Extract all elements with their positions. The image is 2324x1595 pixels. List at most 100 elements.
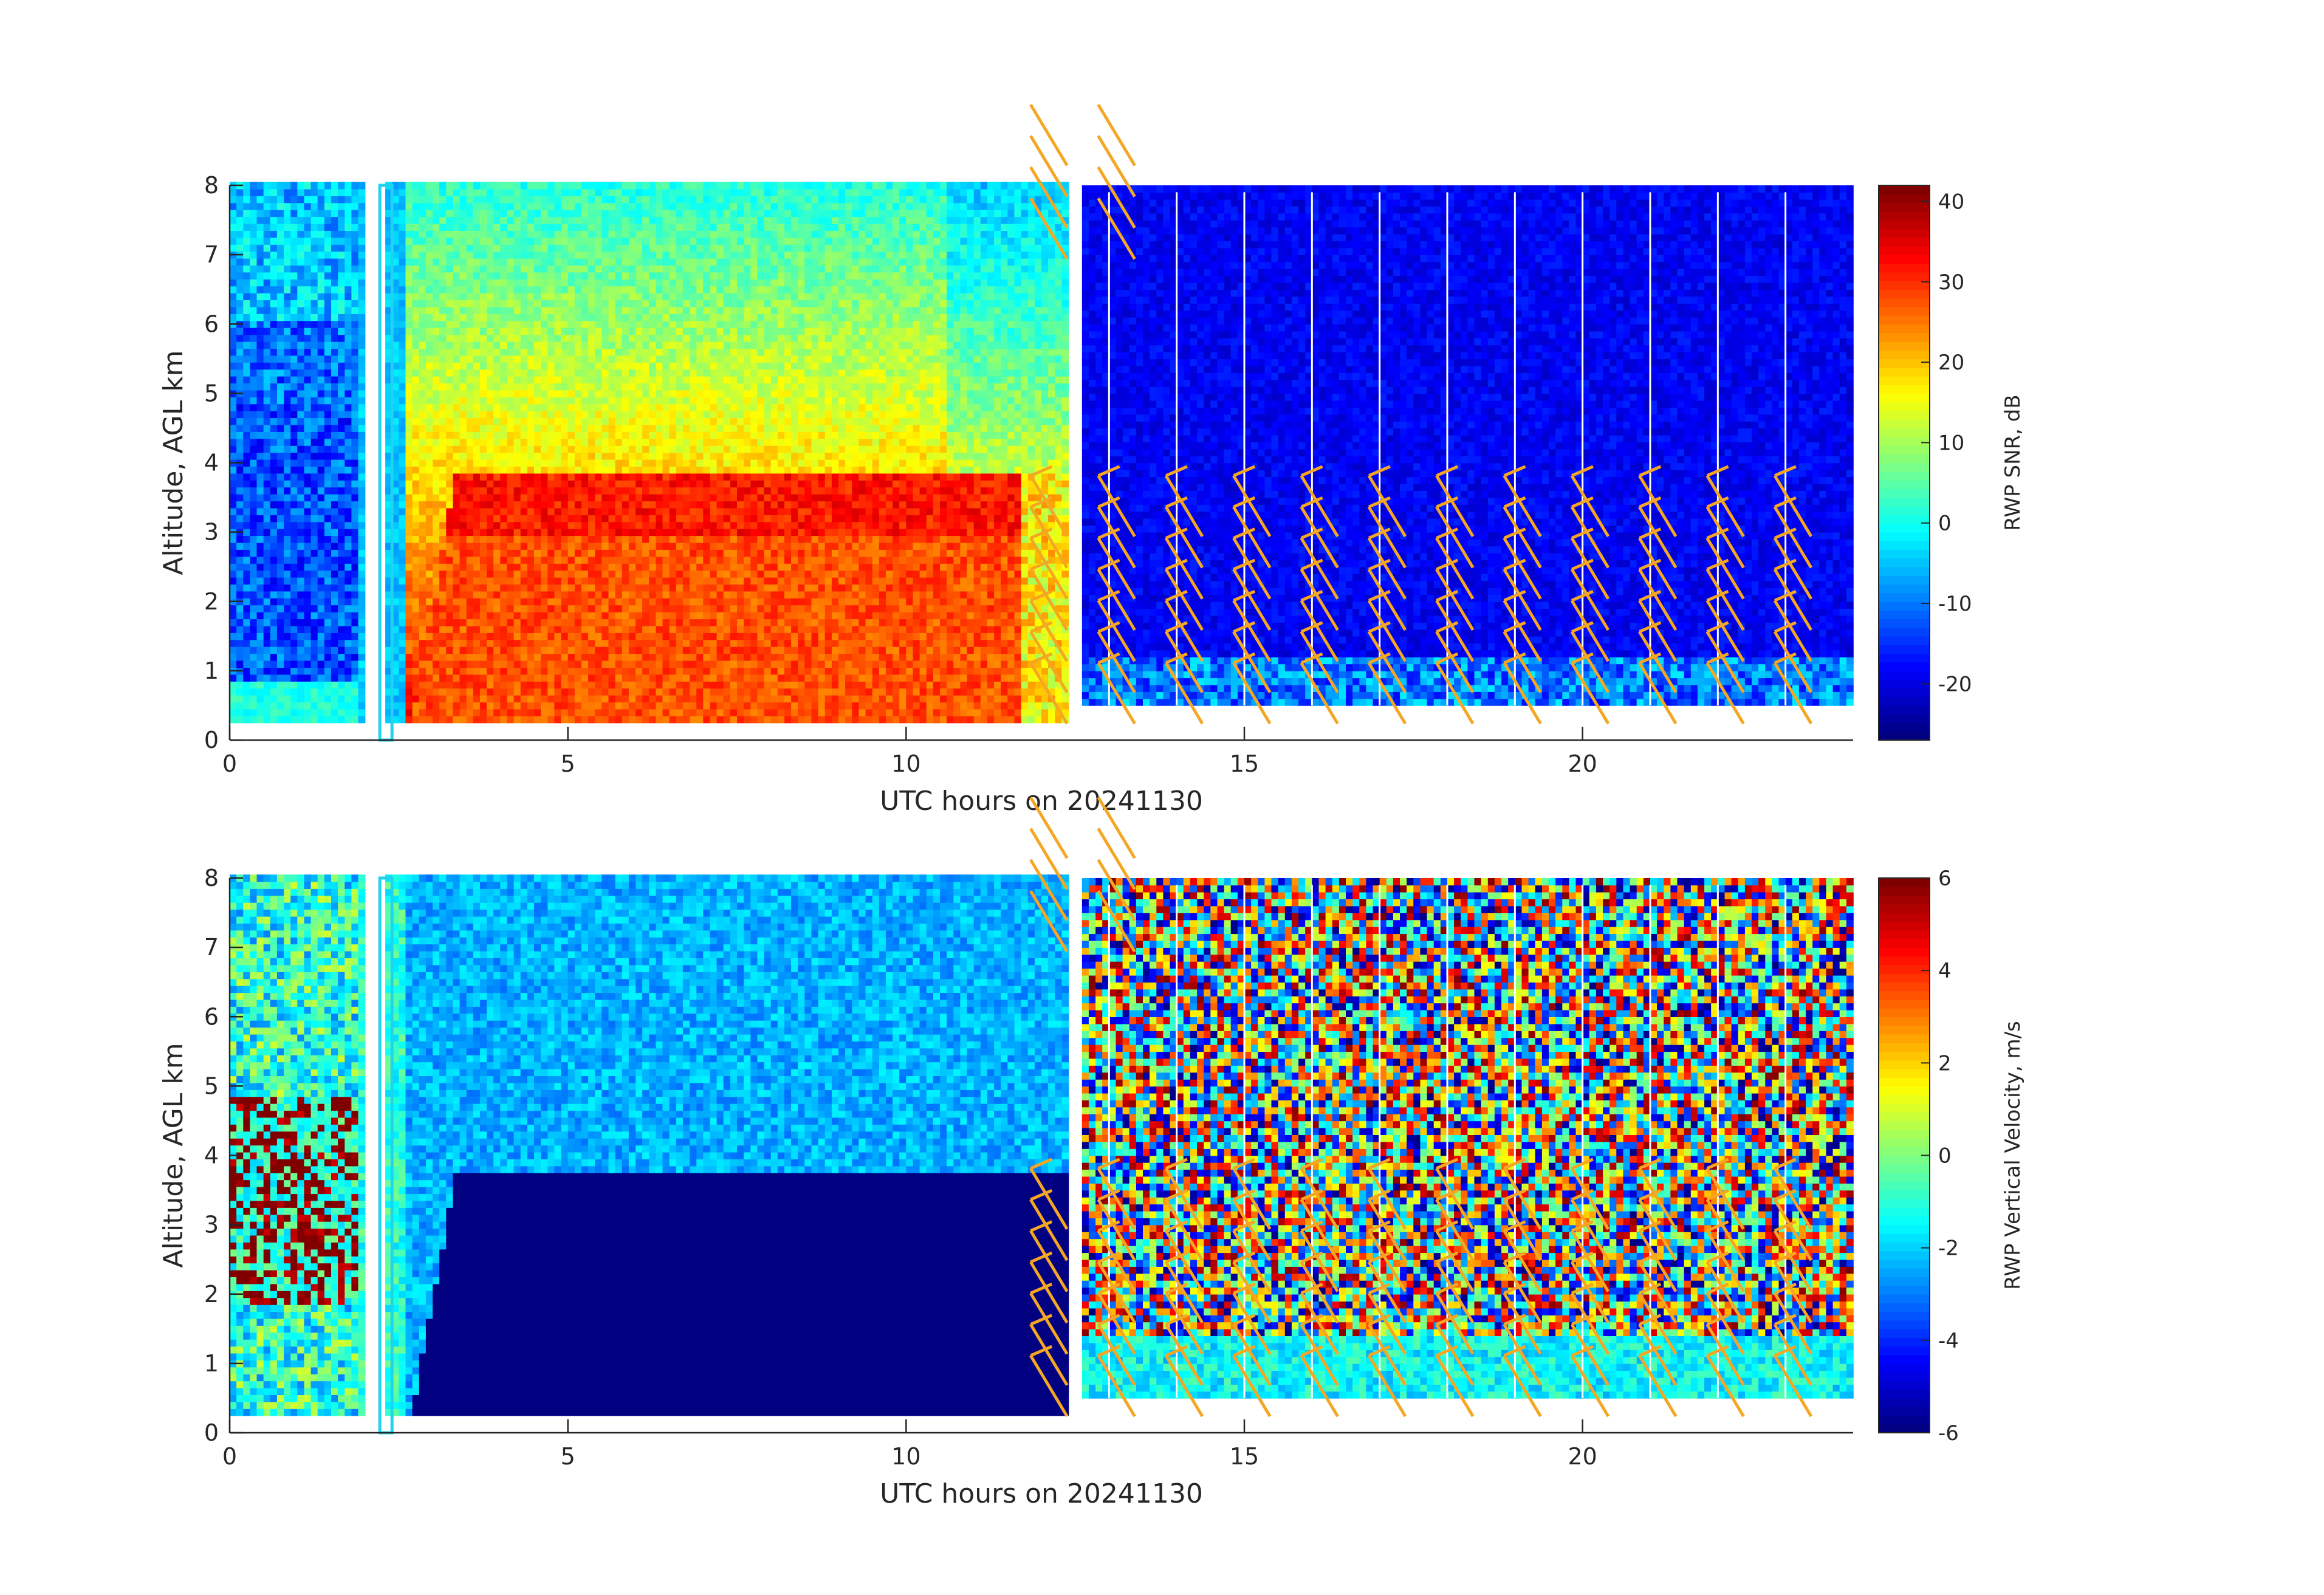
heatmap-cell (473, 425, 481, 432)
heatmap-cell (344, 404, 352, 411)
heatmap-cell (257, 522, 264, 529)
heatmap-cell (413, 279, 420, 286)
heatmap-cell (250, 508, 257, 515)
heatmap-cell (344, 466, 352, 473)
heatmap-cell (406, 577, 413, 585)
heatmap-cell (324, 404, 332, 411)
heatmap-cell (311, 626, 318, 633)
heatmap-cell (446, 196, 453, 203)
heatmap-cell (460, 459, 467, 467)
heatmap-cell (318, 667, 325, 674)
heatmap-cell (284, 293, 291, 300)
heatmap-cell (358, 640, 366, 647)
heatmap-cell (264, 293, 271, 300)
heatmap-cell (250, 577, 257, 585)
heatmap-cell (264, 591, 271, 599)
heatmap-cell (433, 487, 440, 494)
heatmap-cell (344, 376, 352, 383)
heatmap-cell (257, 688, 264, 695)
heatmap-cell (250, 314, 257, 321)
heatmap-cell (433, 230, 440, 238)
heatmap-cell (331, 702, 338, 709)
heatmap-cell (351, 230, 358, 238)
heatmap-cell (460, 362, 467, 369)
heatmap-cell (324, 501, 332, 508)
heatmap-cell (257, 619, 264, 626)
heatmap-cell (344, 452, 352, 459)
heatmap-cell (358, 376, 366, 383)
heatmap-cell (318, 709, 325, 716)
heatmap-cell (426, 417, 433, 425)
heatmap-cell (433, 445, 440, 453)
heatmap-cell (351, 633, 358, 640)
heatmap-cell (460, 404, 467, 411)
heatmap-cell (344, 612, 352, 619)
heatmap-cell (331, 535, 338, 543)
heatmap-cell (467, 598, 474, 605)
heatmap-cell (257, 557, 264, 564)
heatmap-cell (257, 334, 264, 341)
heatmap-cell (264, 584, 271, 591)
heatmap-cell (243, 341, 250, 349)
heatmap-cell (467, 411, 474, 418)
heatmap-cell (399, 383, 406, 390)
heatmap-cell (331, 653, 338, 660)
heatmap-cell (236, 543, 244, 550)
heatmap-cell (419, 230, 427, 238)
heatmap-cell (290, 321, 298, 328)
heatmap-cell (264, 612, 271, 619)
heatmap-cell (473, 251, 481, 258)
heatmap-cell (439, 397, 447, 404)
heatmap-cell (304, 522, 312, 529)
heatmap-cell (406, 508, 413, 515)
heatmap-cell (473, 584, 481, 591)
heatmap-cell (257, 487, 264, 494)
heatmap-cell (270, 716, 278, 723)
heatmap-cell (480, 321, 487, 328)
heatmap-cell (406, 431, 413, 439)
heatmap-cell (318, 647, 325, 654)
heatmap-cell (344, 390, 352, 397)
heatmap-cell (460, 279, 467, 286)
heatmap-cell (439, 210, 447, 217)
heatmap-cell (257, 647, 264, 654)
heatmap-cell (243, 307, 250, 314)
heatmap-cell (257, 653, 264, 660)
heatmap-cell (473, 203, 481, 210)
heatmap-cell (433, 508, 440, 515)
heatmap-cell (236, 369, 244, 376)
heatmap-cell (264, 605, 271, 612)
heatmap-cell (250, 515, 257, 522)
heatmap-cell (311, 307, 318, 314)
heatmap-cell (358, 431, 366, 439)
heatmap-cell (264, 439, 271, 446)
heatmap-cell (439, 328, 447, 335)
heatmap-cell (399, 487, 406, 494)
heatmap-cell (467, 258, 474, 266)
heatmap-cell (439, 459, 447, 467)
heatmap-cell (480, 473, 487, 481)
heatmap-cell (399, 210, 406, 217)
heatmap-cell (331, 619, 338, 626)
heatmap-cell (264, 577, 271, 585)
heatmap-cell (270, 626, 278, 633)
heatmap-cell (338, 480, 345, 487)
heatmap-cell (297, 688, 304, 695)
heatmap-cell (304, 584, 312, 591)
heatmap-cell (446, 452, 453, 459)
heatmap-cell (318, 570, 325, 577)
heatmap-cell (290, 238, 298, 245)
heatmap-cell (344, 702, 352, 709)
heatmap-cell (473, 244, 481, 252)
heatmap-cell (344, 300, 352, 307)
heatmap-cell (318, 182, 325, 189)
heatmap-cell (304, 216, 312, 224)
heatmap-cell (264, 522, 271, 529)
heatmap-cell (426, 557, 433, 564)
heatmap-cell (277, 258, 284, 266)
heatmap-cell (473, 591, 481, 599)
heatmap-cell (399, 258, 406, 266)
heatmap-cell (419, 376, 427, 383)
heatmap-cell (446, 224, 453, 231)
heatmap-cell (290, 279, 298, 286)
